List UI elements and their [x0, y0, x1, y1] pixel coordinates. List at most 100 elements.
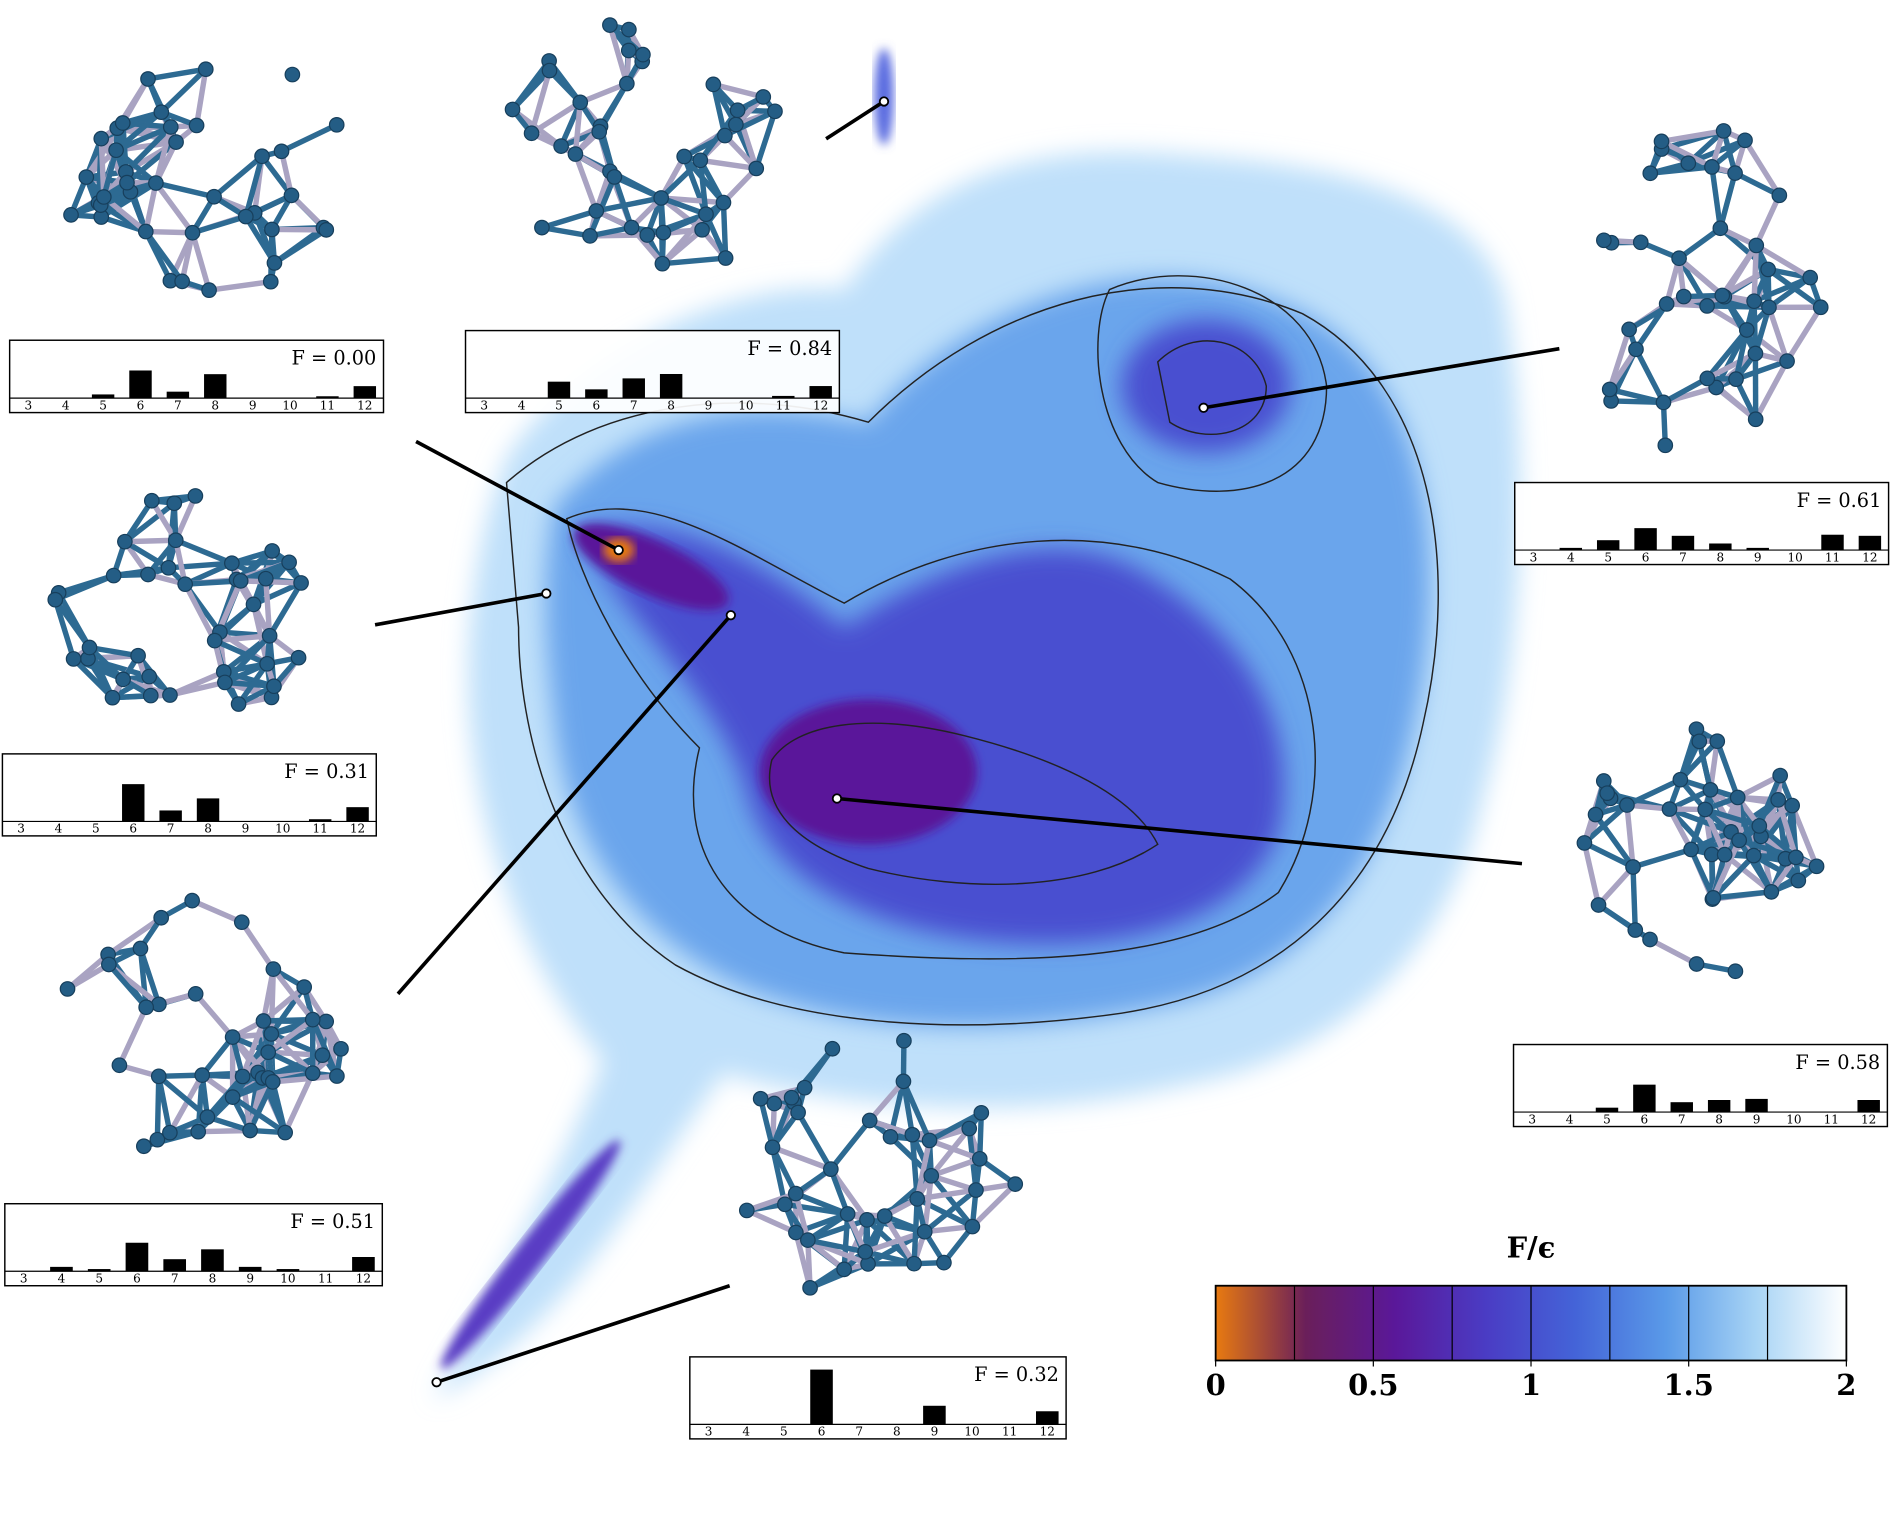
atom [233, 914, 250, 931]
bond [243, 215, 277, 265]
x-tick-label: 0 [1206, 1368, 1226, 1402]
x-tick-label: 11 [1002, 1425, 1017, 1439]
histogram-title: F = 0.84 [747, 337, 832, 360]
bond [1736, 773, 1782, 800]
bond [1630, 866, 1638, 931]
atom [676, 148, 693, 165]
atom [654, 255, 671, 272]
atom [104, 689, 121, 706]
bond [240, 1020, 267, 1078]
bar [585, 389, 608, 399]
atom [621, 21, 637, 38]
bond [231, 1094, 287, 1135]
atom [59, 981, 76, 997]
bar [353, 386, 377, 399]
x-tick-label: 3 [20, 1272, 28, 1286]
atom [755, 89, 772, 105]
atom [304, 1011, 321, 1028]
bond [231, 559, 290, 566]
x-tick-label: 7 [174, 398, 182, 412]
atom [142, 687, 159, 704]
bond [263, 1016, 313, 1024]
histogram: F = 0.31 3 4 5 6 7 8 9 10 11 12 [1, 753, 377, 837]
landscape [434, 48, 1521, 1400]
histogram-title: F = 0.61 [1797, 489, 1882, 512]
bond [169, 679, 226, 698]
bar [1559, 547, 1583, 551]
bond [793, 1192, 811, 1241]
atom [174, 273, 190, 290]
atom [802, 1279, 818, 1296]
bar [91, 394, 115, 399]
bond [123, 501, 176, 544]
x-tick-label: 5 [99, 398, 107, 412]
cluster [1576, 721, 1825, 980]
bond [157, 1074, 210, 1120]
bond [1754, 243, 1812, 280]
bond [182, 582, 218, 642]
bond [193, 68, 209, 126]
bond [1702, 808, 1728, 856]
bond [224, 679, 275, 689]
bond [1690, 837, 1740, 853]
atom [896, 1032, 912, 1049]
bar [125, 1242, 149, 1272]
charts: F = 0.003 4 5 6 7 8 9 10 11 12F = 0.843 4 5 6 7 8 9 10 11… [1, 329, 1890, 1440]
bond [794, 1191, 849, 1217]
bond [710, 83, 728, 137]
bond [807, 1237, 866, 1255]
bar [1858, 535, 1882, 551]
atom [1705, 890, 1722, 906]
bond [662, 255, 726, 267]
x-tick-label: 11 [318, 1272, 333, 1286]
cluster [1596, 123, 1829, 454]
atom [800, 1232, 816, 1248]
bond [1717, 172, 1738, 229]
atom [162, 1124, 178, 1141]
bond [89, 644, 139, 659]
bar [1821, 534, 1844, 551]
atom [167, 532, 184, 549]
bond [697, 159, 726, 204]
bond [928, 1110, 983, 1143]
bond [1688, 848, 1716, 900]
atom [259, 655, 275, 672]
atom [715, 194, 732, 211]
histogram-frame [464, 329, 841, 414]
bond [1704, 806, 1761, 829]
atom [764, 1139, 781, 1156]
atom [266, 255, 283, 271]
bond [271, 967, 315, 1022]
atom [1625, 859, 1641, 875]
x-tick-label: 9 [242, 822, 250, 836]
atom [135, 1138, 152, 1155]
atom [263, 1026, 280, 1042]
x-tick-label: 5 [92, 822, 100, 836]
atom [261, 627, 278, 644]
x-tick-label: 12 [350, 822, 365, 836]
bond [579, 81, 628, 105]
x-tick-label: 11 [313, 822, 328, 836]
x-tick-label: 6 [133, 1272, 141, 1286]
atom [1763, 884, 1780, 900]
histogram: F = 0.84 3 4 5 6 7 8 9 10 11 12 [464, 329, 841, 414]
bond [123, 539, 170, 571]
atom [264, 1074, 281, 1090]
atom [63, 207, 79, 223]
atom [591, 123, 608, 140]
atom [836, 1261, 852, 1278]
atom [1716, 846, 1733, 863]
atom [93, 130, 110, 147]
bond [1596, 865, 1636, 907]
atom [117, 533, 133, 550]
bond [214, 633, 270, 644]
atom [1788, 849, 1804, 866]
atom [255, 1013, 272, 1029]
histogram-frame [1, 753, 377, 837]
atom [1751, 818, 1768, 834]
atom [1808, 858, 1825, 875]
x-tick-label: 9 [249, 398, 257, 412]
bond [900, 1080, 932, 1142]
bar [1745, 1098, 1768, 1113]
